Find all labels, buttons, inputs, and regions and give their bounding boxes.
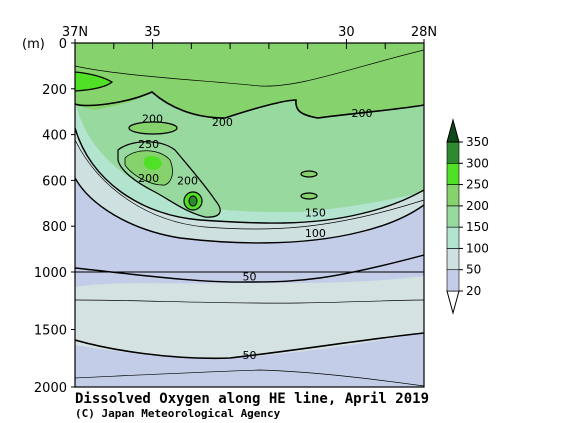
colorbar-segment xyxy=(446,226,460,249)
colorbar-label: 350 xyxy=(466,135,489,149)
contour-label: 200 xyxy=(177,174,198,187)
contour-line-mid-core xyxy=(117,141,221,218)
contour-label: 150 xyxy=(305,206,326,219)
colorbar-label: 50 xyxy=(466,263,481,277)
y-tick-label: 800 xyxy=(42,220,67,235)
contour-fills xyxy=(75,43,424,387)
y-tick-label: 2000 xyxy=(34,381,67,396)
colorbar: 20 50 100 150 200 250 300 350 xyxy=(446,118,489,315)
colorbar-segment xyxy=(446,269,460,292)
credit-text: (C) Japan Meteorological Agency xyxy=(75,407,281,420)
contour-label: 200 xyxy=(212,116,233,129)
y-tick-label: 600 xyxy=(42,174,67,189)
x-axis: 37N 35 30 28N xyxy=(62,25,437,49)
colorbar-segment xyxy=(446,141,460,164)
contour-label: 50 xyxy=(243,349,257,362)
colorbar-segment xyxy=(446,184,460,207)
y-tick-label: 200 xyxy=(42,83,67,98)
contour-labels: 200 200 200 250 200 200 150 100 50 50 xyxy=(138,107,372,362)
y-tick-label: 400 xyxy=(42,129,67,144)
contour-line-blob-c xyxy=(128,121,178,135)
plot-frame xyxy=(74,42,425,388)
colorbar-segment xyxy=(446,248,460,271)
colorbar-label: 250 xyxy=(466,178,489,192)
colorbar-label: 300 xyxy=(466,156,489,170)
contour-label: 200 xyxy=(142,113,163,126)
contour-line-200 xyxy=(75,91,424,119)
y-axis: 0 200 400 600 800 1000 1500 2000 xyxy=(34,37,75,396)
contour-line-thin-4 xyxy=(75,49,424,87)
contour-line-thin-2 xyxy=(75,299,424,304)
contour-line-thin-1 xyxy=(75,139,424,230)
x-tick-label: 37N xyxy=(62,25,88,40)
colorbar-label: 200 xyxy=(466,199,489,213)
contour-line-mid-core-inner xyxy=(124,150,173,186)
contour-line-thin-3 xyxy=(75,369,424,387)
colorbar-segment xyxy=(446,205,460,228)
fill-core-deep-inner xyxy=(189,196,197,206)
fill-band-deep-lower xyxy=(75,276,424,359)
x-tick-label: 28N xyxy=(411,25,437,40)
contour-label: 200 xyxy=(351,107,372,120)
chart-title: Dissolved Oxygen along HE line, April 20… xyxy=(75,391,429,407)
colorbar-extend-high xyxy=(446,118,460,143)
colorbar-label: 100 xyxy=(466,241,489,255)
fill-blob-b xyxy=(301,193,317,199)
colorbar-label: 20 xyxy=(466,284,481,298)
y-tick-label: 1000 xyxy=(34,266,67,281)
contour-label: 250 xyxy=(138,138,159,151)
fill-blob-a xyxy=(301,171,317,177)
colorbar-label: 150 xyxy=(466,220,489,234)
colorbar-extend-low xyxy=(446,290,460,315)
y-tick-label: 1500 xyxy=(34,324,67,339)
contour-line-blob-b xyxy=(300,192,318,200)
fill-core-max xyxy=(143,155,162,171)
contour-label: 50 xyxy=(243,271,257,284)
contour-line-deep-core-inner xyxy=(188,195,198,207)
x-tick-label: 30 xyxy=(338,25,355,40)
contour-line-100 xyxy=(75,177,424,244)
contour-line-surface-core xyxy=(75,71,114,92)
contour-line-blob-a xyxy=(300,170,318,178)
contour-line-150 xyxy=(75,127,424,224)
contour-line-deep-core xyxy=(183,191,203,211)
contour-line-50-deep xyxy=(75,332,424,360)
y-unit-label: (m) xyxy=(22,37,45,52)
x-tick-label: 35 xyxy=(144,25,161,40)
contour-label: 100 xyxy=(305,227,326,240)
y-tick-label: 0 xyxy=(59,37,67,52)
colorbar-segment xyxy=(446,162,460,185)
contour-label: 200 xyxy=(138,172,159,185)
fill-blob-c xyxy=(129,122,177,134)
